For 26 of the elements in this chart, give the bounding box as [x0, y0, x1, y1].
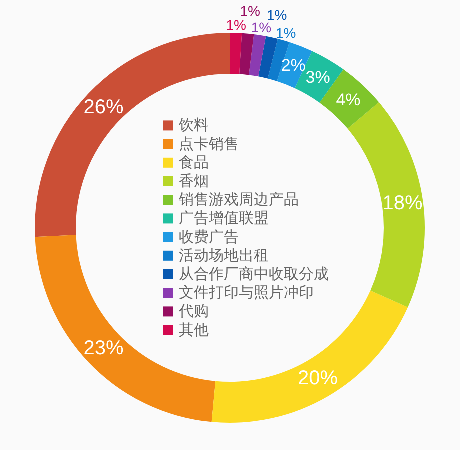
legend-label: 代购 — [178, 303, 209, 320]
data-label: 1% — [276, 24, 296, 41]
data-label: 23% — [84, 337, 124, 360]
data-label: 20% — [298, 368, 338, 390]
legend-label: 活动场地出租 — [179, 247, 269, 264]
legend-label: 收费广告 — [179, 228, 239, 246]
data-label: 1% — [240, 2, 260, 19]
legend-label: 其他 — [179, 322, 209, 339]
data-label: 3% — [306, 68, 330, 87]
data-label: 1% — [226, 17, 246, 34]
legend-label: 饮料 — [178, 117, 209, 134]
legend-label: 广告增值联盟 — [179, 210, 269, 228]
donut-slice — [249, 34, 266, 77]
legend-label: 点卡销售 — [179, 136, 239, 153]
donut-slice — [230, 33, 242, 74]
data-label: 26% — [84, 96, 124, 119]
data-label: 4% — [336, 90, 361, 110]
legend-label: 销售游戏周边产品 — [178, 192, 299, 209]
legend-label: 香烟 — [179, 173, 209, 190]
donut-slice — [258, 36, 278, 79]
legend-label: 食品 — [179, 154, 209, 172]
legend-label: 从合作厂商中收取分成 — [179, 266, 329, 283]
donut-slice — [240, 33, 254, 76]
legend-label: 文件打印与照片冲印 — [179, 284, 314, 302]
data-label: 2% — [281, 56, 306, 76]
data-label: 18% — [382, 192, 424, 215]
